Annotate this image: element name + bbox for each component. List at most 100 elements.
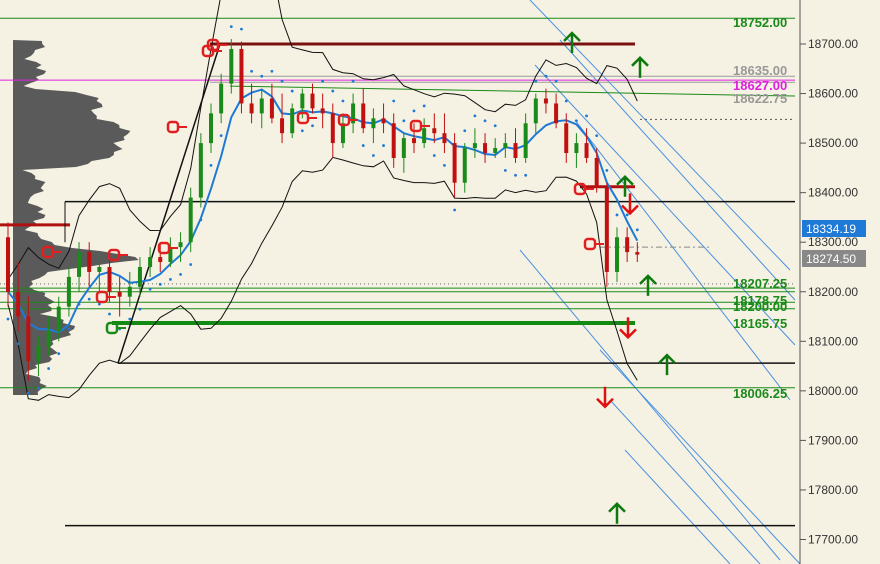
candle-body bbox=[381, 118, 386, 124]
candle-body bbox=[219, 83, 224, 114]
psar-dot bbox=[169, 277, 172, 281]
volume-profile bbox=[13, 40, 139, 395]
candle-body bbox=[16, 291, 21, 317]
candle-body bbox=[483, 143, 488, 154]
psar-dot bbox=[453, 208, 456, 212]
candle-body bbox=[615, 237, 619, 272]
price-axis: 18800.00 18700.00 18600.00 18500.00 18400.00… bbox=[799, 0, 858, 564]
psar-dot bbox=[199, 218, 203, 222]
arrow-down-icon bbox=[621, 193, 639, 216]
psar-dot bbox=[361, 144, 365, 147]
psar-dot bbox=[432, 154, 436, 157]
lower-band bbox=[7, 156, 638, 401]
psar-dot bbox=[351, 79, 355, 83]
psar-dot bbox=[615, 213, 619, 217]
psar-dot bbox=[47, 367, 50, 370]
candle-body bbox=[77, 252, 82, 277]
psar-dot bbox=[524, 173, 528, 177]
psar-dot bbox=[179, 273, 182, 276]
candle-body bbox=[452, 143, 457, 183]
candle-body bbox=[178, 242, 183, 248]
psar-dot bbox=[463, 129, 467, 133]
axis-tick-label: 18000.00 bbox=[808, 384, 858, 398]
psar-dot bbox=[26, 391, 30, 395]
psar-dot bbox=[625, 213, 629, 217]
candle-body bbox=[198, 143, 203, 198]
candle-body bbox=[229, 48, 234, 84]
candle-body bbox=[391, 123, 396, 158]
psar-dot bbox=[321, 79, 325, 83]
psar-dot bbox=[57, 352, 61, 356]
axis-tick-label: 17800.00 bbox=[808, 483, 858, 497]
psar-dot bbox=[382, 144, 385, 147]
psar-dot bbox=[280, 79, 284, 83]
candle-body bbox=[26, 316, 31, 362]
candle-body bbox=[107, 266, 112, 292]
candle-body bbox=[554, 103, 559, 124]
candle-body bbox=[46, 331, 51, 347]
axis-tick-label: 18700.00 bbox=[808, 37, 858, 51]
candle-body bbox=[371, 118, 376, 129]
axis-tick-label: 18500.00 bbox=[808, 136, 858, 150]
psar-dot bbox=[77, 302, 81, 306]
psar-dot bbox=[300, 129, 304, 133]
psar-dot bbox=[189, 263, 193, 266]
candle-body bbox=[340, 123, 345, 144]
axis-tick-label: 18400.00 bbox=[808, 186, 858, 200]
candle-body bbox=[137, 266, 142, 287]
candle-body bbox=[320, 108, 325, 114]
candle-body bbox=[290, 108, 295, 134]
candle-body bbox=[66, 276, 71, 307]
candle-body bbox=[462, 148, 467, 183]
candle-body bbox=[604, 187, 609, 272]
price-tags: 18334.19 18274.50 bbox=[802, 220, 866, 267]
psar-dot bbox=[402, 119, 406, 123]
candle-body bbox=[209, 113, 213, 144]
psar-dot bbox=[6, 317, 10, 321]
psar-dot bbox=[209, 163, 213, 167]
channel-line bbox=[559, 39, 796, 301]
candle-body bbox=[401, 138, 406, 158]
psar-dot bbox=[97, 302, 101, 306]
psar-dot bbox=[605, 168, 609, 172]
psar-dot bbox=[128, 317, 132, 321]
candle-body bbox=[117, 291, 122, 297]
channel-line bbox=[599, 349, 801, 564]
candle-body bbox=[280, 118, 285, 134]
psar-dot bbox=[595, 134, 599, 138]
price-tag-bg bbox=[802, 220, 866, 237]
psar-dot bbox=[37, 386, 40, 390]
psar-dot bbox=[290, 89, 294, 93]
price-tag-bg bbox=[802, 250, 866, 267]
candle-body bbox=[168, 247, 173, 263]
psar-dot bbox=[331, 89, 335, 93]
candle-body bbox=[543, 98, 548, 104]
candle-body bbox=[584, 143, 589, 158]
candle-body bbox=[503, 143, 508, 149]
candle-body bbox=[310, 93, 315, 109]
psar-dot bbox=[635, 228, 639, 232]
psar-dot bbox=[585, 114, 588, 118]
candle-body bbox=[259, 98, 264, 114]
level-label: 18207.25 bbox=[733, 276, 787, 291]
trend-line-green bbox=[229, 85, 796, 97]
psar-dot bbox=[311, 124, 314, 128]
axis-tick-label: 18200.00 bbox=[808, 285, 858, 299]
psar-dot bbox=[493, 124, 497, 128]
level-label: 18200.00 bbox=[733, 299, 787, 314]
candle-body bbox=[330, 113, 335, 144]
level-label: 18006.25 bbox=[733, 386, 787, 401]
psar-dot bbox=[544, 74, 548, 78]
candle-body bbox=[87, 252, 92, 272]
candle-body bbox=[249, 103, 254, 114]
psar-dot bbox=[229, 25, 233, 29]
psar-dot bbox=[503, 168, 507, 172]
channel-line bbox=[624, 449, 731, 564]
psar-dot bbox=[219, 134, 223, 138]
psar-dot bbox=[270, 69, 274, 73]
psar-dot bbox=[341, 99, 345, 103]
psar-dot bbox=[108, 312, 111, 316]
channel-line bbox=[519, 249, 781, 561]
